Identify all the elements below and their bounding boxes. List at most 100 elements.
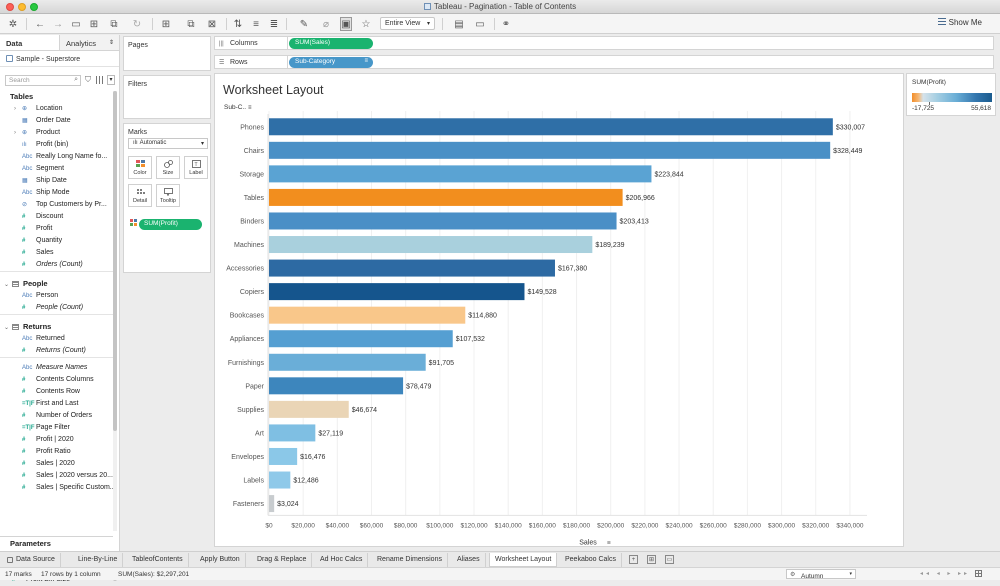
field-segment[interactable]: Abc Segment: [0, 163, 113, 175]
field-person[interactable]: Abc Person: [0, 290, 113, 302]
show-me-button[interactable]: Show Me: [937, 18, 982, 27]
minimize-window-button[interactable]: [18, 3, 26, 11]
share-icon[interactable]: ⚭: [501, 18, 511, 30]
size-button[interactable]: Size: [156, 156, 180, 179]
tab-worksheet-layout[interactable]: Worksheet Layout: [489, 553, 558, 567]
color-button[interactable]: Color: [128, 156, 152, 179]
field-people-count[interactable]: # People (Count): [0, 302, 113, 314]
expand-icon[interactable]: ›: [14, 106, 16, 112]
section-people[interactable]: ⌄ People: [0, 278, 113, 290]
field-contents-row[interactable]: # Contents Row: [0, 386, 113, 398]
tab-peekaboo-calcs[interactable]: Peekaboo Calcs: [560, 553, 622, 567]
close-window-button[interactable]: [6, 3, 14, 11]
section-returns[interactable]: ⌄ Returns: [0, 321, 113, 333]
tab-rename-dimensions[interactable]: Rename Dimensions: [372, 553, 448, 567]
clear-sheet-icon[interactable]: ⊠: [207, 18, 217, 30]
group-icon[interactable]: ⌀: [322, 18, 330, 30]
field-location[interactable]: › ⊕ Location: [0, 103, 113, 115]
sort-icon[interactable]: ≡: [248, 105, 252, 111]
new-worksheet-tab-icon[interactable]: +: [629, 555, 638, 564]
row-header[interactable]: Sub-C.. ≡: [224, 104, 252, 111]
view-list-icon[interactable]: [96, 76, 104, 84]
bar-appliances[interactable]: [269, 330, 453, 348]
tab-data-source[interactable]: Data Source: [2, 553, 61, 567]
field-measure-names[interactable]: Abc Measure Names: [0, 362, 113, 374]
filters-shelf[interactable]: Filters: [123, 75, 211, 119]
tooltip-button[interactable]: Tooltip: [156, 184, 180, 207]
bar-tables[interactable]: [269, 188, 623, 206]
datasource-item[interactable]: Sample - Superstore: [0, 51, 119, 67]
field-ship-date[interactable]: ▦ Ship Date: [0, 175, 113, 187]
scrollbar-thumb[interactable]: [113, 91, 117, 431]
bar-fasteners[interactable]: [269, 495, 275, 513]
bar-envelopes[interactable]: [269, 447, 298, 465]
sheet-nav-arrows[interactable]: ◂◂ ◂ ▸ ▸▸: [920, 571, 971, 577]
bar-machines[interactable]: [269, 236, 593, 254]
tab-apply-button[interactable]: Apply Button: [195, 553, 246, 567]
bar-paper[interactable]: [269, 377, 404, 395]
field-contents-columns[interactable]: # Contents Columns: [0, 374, 113, 386]
field-profit-2020[interactable]: # Profit | 2020: [0, 434, 113, 446]
save-icon[interactable]: ▭: [71, 18, 81, 30]
label-button[interactable]: T Label: [184, 156, 208, 179]
field-top-customers-by-pr[interactable]: ⊘ Top Customers by Pr...: [0, 199, 113, 211]
filmstrip-icon[interactable]: [975, 570, 982, 577]
field-list-scrollbar[interactable]: [113, 91, 117, 531]
field-orders-count[interactable]: # Orders (Count): [0, 259, 113, 271]
field-sales-specific-custom[interactable]: # Sales | Specific Custom...: [0, 482, 113, 494]
tableau-logo-icon[interactable]: ✲: [8, 18, 18, 30]
bar-phones[interactable]: [269, 118, 833, 136]
forward-icon[interactable]: →: [53, 18, 63, 30]
fix-axes-icon[interactable]: ☆: [361, 18, 371, 30]
rows-shelf[interactable]: ☰ Rows Sub-Category ≡: [214, 55, 994, 69]
pages-shelf[interactable]: Pages: [123, 36, 211, 71]
bar-labels[interactable]: [269, 471, 291, 489]
field-really-long-name-fo[interactable]: Abc Really Long Name fo...: [0, 151, 113, 163]
field-number-of-orders[interactable]: # Number of Orders: [0, 410, 113, 422]
presentation-mode-icon[interactable]: ▭: [475, 18, 485, 30]
tab-aliases[interactable]: Aliases: [452, 553, 486, 567]
mark-type-dropdown[interactable]: ılı Automatic ▾: [128, 138, 208, 149]
bar-bookcases[interactable]: [269, 306, 466, 324]
show-cards-icon[interactable]: ▤: [454, 18, 464, 30]
refresh-icon[interactable]: ↻: [132, 18, 142, 30]
field-first-and-last[interactable]: =T|F First and Last: [0, 398, 113, 410]
rows-subcategory-pill[interactable]: Sub-Category ≡: [289, 57, 373, 68]
highlight-icon[interactable]: ✎: [299, 18, 309, 30]
field-profit[interactable]: # Profit: [0, 223, 113, 235]
marks-profit-pill[interactable]: SUM(Profit): [139, 219, 202, 230]
bar-binders[interactable]: [269, 212, 617, 230]
show-labels-icon[interactable]: ▣: [340, 17, 352, 31]
bar-supplies[interactable]: [269, 400, 349, 418]
field-ship-mode[interactable]: Abc Ship Mode: [0, 187, 113, 199]
tab-tableofcontents[interactable]: TableofContents: [127, 553, 189, 567]
back-icon[interactable]: ←: [35, 18, 45, 30]
columns-sales-pill[interactable]: SUM(Sales): [289, 38, 373, 49]
tab-drag-replace[interactable]: Drag & Replace: [252, 553, 313, 567]
tab-data[interactable]: Data: [0, 35, 60, 50]
expand-icon[interactable]: ›: [14, 130, 16, 136]
tab-ad-hoc-calcs[interactable]: Ad Hoc Calcs: [315, 553, 369, 567]
field-order-date[interactable]: ▦ Order Date: [0, 115, 113, 127]
field-profit-bin[interactable]: ılı Profit (bin): [0, 139, 113, 151]
tab-line-by-line[interactable]: Line-By-Line: [73, 553, 124, 567]
fit-dropdown[interactable]: Entire View ▾: [380, 17, 435, 30]
bar-furnishings[interactable]: [269, 353, 426, 371]
bar-art[interactable]: [269, 424, 316, 442]
new-datasource-icon[interactable]: ⊞: [89, 18, 99, 30]
field-profit-ratio[interactable]: # Profit Ratio: [0, 446, 113, 458]
field-quantity[interactable]: # Quantity: [0, 235, 113, 247]
new-dashboard-tab-icon[interactable]: ⊞: [647, 555, 656, 564]
field-page-filter[interactable]: =T|F Page Filter: [0, 422, 113, 434]
maximize-window-button[interactable]: [30, 3, 38, 11]
field-product[interactable]: › ⊕ Product: [0, 127, 113, 139]
theme-dropdown[interactable]: ⚙ Autumn ▾: [786, 569, 856, 580]
bar-storage[interactable]: [269, 165, 652, 183]
detail-button[interactable]: Detail: [128, 184, 152, 207]
field-sales[interactable]: # Sales: [0, 247, 113, 259]
field-sales-2020[interactable]: # Sales | 2020: [0, 458, 113, 470]
sort-ascending-icon[interactable]: ≡: [253, 18, 259, 30]
legend-color-ramp[interactable]: [912, 93, 992, 105]
tab-analytics[interactable]: Analytics ⇕: [60, 35, 119, 50]
pane-menu-icon[interactable]: ▾: [107, 75, 115, 85]
